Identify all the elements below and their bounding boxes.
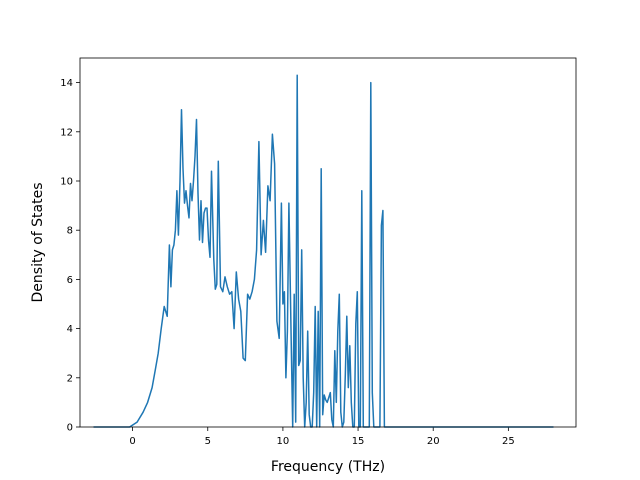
axes-background: [80, 58, 576, 427]
x-tick-label: 0: [129, 436, 135, 447]
x-tick-label: 25: [502, 436, 515, 447]
x-axis-label: Frequency (THz): [271, 459, 385, 475]
axes-frame: [79, 57, 577, 428]
x-tick-label: 5: [205, 436, 211, 447]
y-tick-label: 2: [67, 373, 73, 384]
x-tick-label: 20: [427, 436, 440, 447]
x-tick-label: 15: [352, 436, 365, 447]
y-tick-label: 10: [60, 177, 73, 188]
y-tick-label: 6: [67, 275, 73, 286]
y-tick-label: 12: [60, 127, 73, 138]
x-tick-label: 10: [277, 436, 290, 447]
plot-area: 0 5 10 15 20 25 0 2 4 6 8 10 12 14: [60, 57, 577, 447]
series-group: [93, 74, 554, 428]
y-axis-ticks: 0 2 4 6 8 10 12 14: [60, 78, 80, 434]
y-tick-label: 0: [67, 423, 73, 434]
dos-series-line: [93, 74, 554, 428]
y-tick-label: 14: [60, 78, 73, 89]
y-tick-label: 4: [67, 324, 73, 335]
y-tick-label: 8: [67, 226, 73, 237]
y-axis-label: Density of States: [30, 183, 46, 303]
